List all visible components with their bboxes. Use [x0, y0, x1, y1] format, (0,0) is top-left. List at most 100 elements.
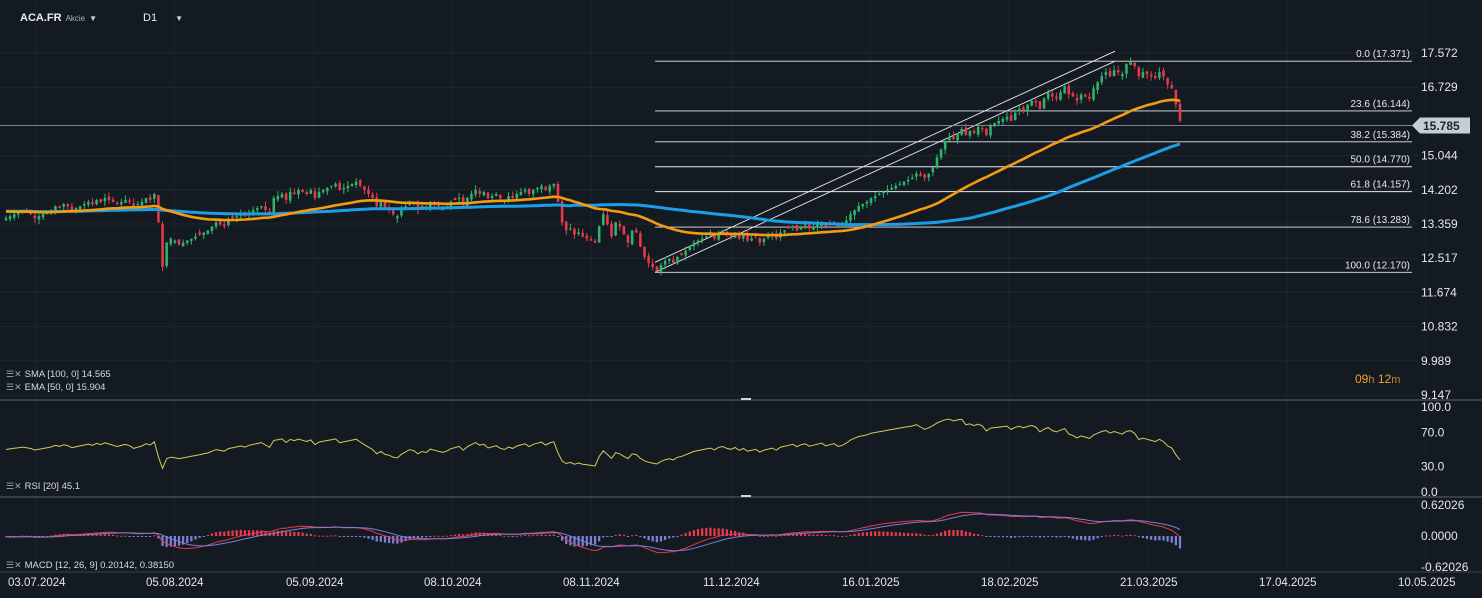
candle-body: [91, 202, 94, 205]
timer-hours: 09: [1355, 372, 1369, 386]
candle-body: [729, 235, 733, 237]
candle-body: [107, 196, 111, 201]
macd-histogram-bar: [692, 530, 696, 536]
timeframe-selector[interactable]: D1 ▼: [143, 12, 183, 24]
macd-histogram-bar: [87, 534, 90, 536]
date-tick-label: 18.02.2025: [981, 577, 1039, 589]
trend-channel[interactable]: [654, 50, 1116, 273]
macd-histogram-bar: [952, 530, 955, 536]
macd-histogram-bar: [111, 534, 115, 536]
macd-histogram-bar: [696, 529, 700, 536]
candle-body: [350, 183, 354, 187]
macd-histogram-bar: [643, 536, 646, 539]
macd-histogram-bar: [346, 536, 350, 537]
macd-histogram-bar: [186, 536, 189, 544]
macd-histogram-bar: [631, 535, 634, 537]
macd-legend[interactable]: ☰✕ MACD [12, 26, 9] 0.20142, 0.38150: [6, 560, 174, 571]
macd-histogram-bar: [886, 531, 889, 536]
candle-body: [190, 238, 193, 241]
macd-histogram-bar: [326, 535, 329, 537]
candle-body: [1141, 72, 1145, 78]
candle-body: [474, 189, 477, 195]
candle-body: [923, 174, 926, 178]
macd-histogram-bar: [853, 533, 856, 536]
macd-histogram-bar: [206, 535, 209, 537]
macd-histogram-bar: [297, 531, 300, 536]
macd-histogram-bar: [482, 532, 485, 536]
sma-legend[interactable]: ☰✕ SMA [100, 0] 14.565: [6, 369, 111, 380]
candle-body: [684, 250, 687, 256]
candle-body: [523, 189, 527, 192]
candle-body: [301, 189, 304, 192]
candle-body: [952, 136, 955, 140]
rsi-legend[interactable]: ☰✕ RSI [20] 45.1: [6, 481, 80, 492]
macd-histogram-bar: [367, 536, 370, 539]
settings-icon[interactable]: ☰✕: [6, 560, 22, 570]
ema-legend[interactable]: ☰✕ EMA [50, 0] 15.904: [6, 382, 105, 393]
macd-histogram-bar: [902, 532, 906, 536]
candle-body: [12, 214, 16, 218]
candle-body: [177, 239, 181, 245]
symbol-selector[interactable]: ACA.FR Akcie ▼: [20, 12, 97, 24]
candle-body: [577, 232, 580, 234]
macd-histogram-bar: [1166, 536, 1169, 542]
chevron-down-icon[interactable]: ▼: [89, 13, 98, 23]
candle-body: [354, 181, 358, 185]
fibonacci-retracement[interactable]: 0.0 (17.371) 23.6 (16.144) 38.2 (15.384) 50…: [655, 49, 1412, 273]
fib-level-label: 100.0 (12.170): [1345, 260, 1410, 271]
settings-icon[interactable]: ☰✕: [6, 382, 22, 392]
macd-histogram-bar: [762, 535, 766, 537]
macd-histogram-bar: [923, 534, 926, 536]
channel-line: [654, 60, 1116, 273]
macd-histogram-bar: [182, 536, 185, 545]
candle-body: [573, 229, 576, 235]
macd-histogram-bar: [219, 531, 222, 536]
candle-body: [231, 216, 234, 219]
sma-label: SMA [100, 0] 14.565: [24, 369, 111, 380]
macd-histogram-bar: [293, 531, 296, 536]
candle-body: [626, 235, 630, 243]
macd-histogram-bar: [165, 536, 168, 548]
macd-histogram-bar: [363, 536, 366, 538]
macd-histogram-bar: [948, 529, 951, 536]
macd-histogram-bar: [729, 530, 733, 536]
rsi-tick-label: 70.0: [1421, 426, 1445, 440]
candle-body: [400, 210, 403, 216]
macd-histogram-bar: [721, 528, 724, 536]
macd-histogram-bar: [939, 532, 943, 536]
candle-body: [845, 220, 848, 226]
candle-body: [531, 189, 535, 195]
candle-body: [799, 226, 803, 230]
candle-body: [391, 210, 395, 215]
settings-icon[interactable]: ☰✕: [6, 369, 22, 379]
macd-histogram-bar: [284, 531, 288, 536]
candle-body: [210, 226, 214, 232]
macd-histogram-bar: [882, 531, 885, 536]
candle-body: [890, 187, 893, 190]
macd-histogram-bar: [350, 536, 354, 537]
candle-body: [87, 202, 90, 205]
macd-histogram-bar: [1042, 536, 1046, 538]
candle-body: [1071, 93, 1075, 97]
candle-body: [276, 195, 280, 200]
macd-histogram-bar: [1133, 535, 1136, 537]
timeframe-label: D1: [143, 12, 158, 24]
candle-body: [338, 183, 341, 190]
macd-histogram-bar: [194, 536, 197, 540]
settings-icon[interactable]: ☰✕: [6, 481, 22, 491]
macd-histogram-bar: [99, 534, 102, 536]
candle-body: [993, 122, 996, 127]
macd-histogram-bar: [725, 529, 729, 536]
macd-histogram-bar: [437, 535, 440, 537]
chevron-down-icon[interactable]: ▼: [175, 13, 183, 23]
candle-body: [1055, 96, 1058, 99]
candle-body: [29, 212, 32, 215]
macd-histogram-bar: [153, 535, 156, 537]
candle-body: [367, 189, 370, 194]
candle-body: [264, 206, 267, 211]
resize-handle: [741, 398, 751, 400]
candle-body: [284, 193, 288, 201]
price-tick-label: 17.572: [1421, 46, 1458, 60]
candle-body: [1178, 103, 1182, 121]
